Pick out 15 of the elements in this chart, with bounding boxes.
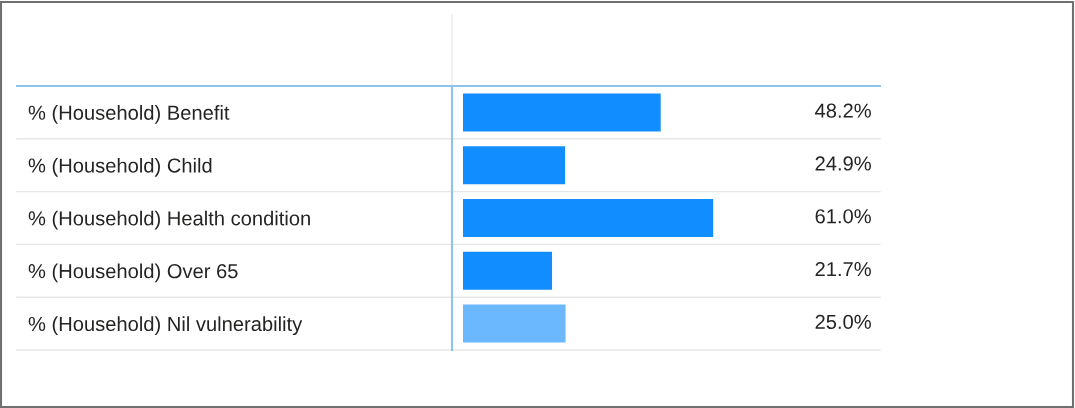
- y-tick-label: % (Household) Health condition: [28, 210, 310, 230]
- data-label: 48.2%: [815, 103, 871, 118]
- bar: [463, 146, 566, 185]
- data-label: 25.0%: [815, 314, 871, 330]
- y-tick-label: % (Household) Nil vulnerability: [28, 316, 303, 336]
- data-label: 24.9%: [815, 156, 871, 171]
- data-label: 61.0%: [815, 209, 871, 224]
- bar: [463, 251, 553, 290]
- bar: [463, 304, 566, 343]
- bar: [463, 93, 661, 132]
- y-tick-label: % (Household) Over 65: [28, 263, 238, 283]
- y-tick-label: % (Household) Benefit: [28, 105, 230, 124]
- bar: [463, 198, 714, 238]
- data-label: 21.7%: [815, 261, 871, 277]
- y-tick-label: % (Household) Child: [28, 157, 212, 177]
